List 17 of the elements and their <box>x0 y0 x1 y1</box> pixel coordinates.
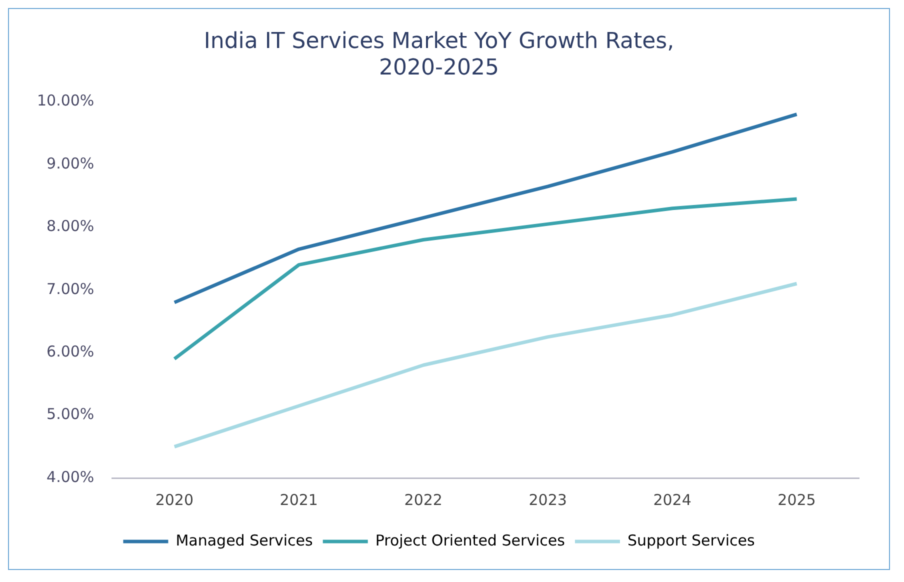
x-tick-label: 2023 <box>528 490 567 509</box>
legend-label: Support Services <box>627 531 755 550</box>
legend-label: Project Oriented Services <box>375 531 566 550</box>
x-tick-label: 2024 <box>653 490 692 509</box>
y-tick-label: 6.00% <box>46 342 94 360</box>
y-tick-label: 10.00% <box>36 92 94 110</box>
x-tick-label: 2022 <box>404 490 442 509</box>
legend-label: Managed Services <box>176 531 314 550</box>
x-tick-label: 2025 <box>778 490 816 509</box>
y-tick-label: 9.00% <box>46 154 94 172</box>
x-tick-label: 2021 <box>280 490 318 509</box>
y-tick-label: 5.00% <box>46 405 94 424</box>
y-tick-label: 4.00% <box>46 468 94 486</box>
y-tick-label: 7.00% <box>46 280 94 298</box>
chart-title: India IT Services Market YoY Growth Rates, 2020-2025 <box>204 28 674 80</box>
y-tick-label: 8.00% <box>46 217 94 236</box>
x-tick-label: 2020 <box>155 490 194 509</box>
